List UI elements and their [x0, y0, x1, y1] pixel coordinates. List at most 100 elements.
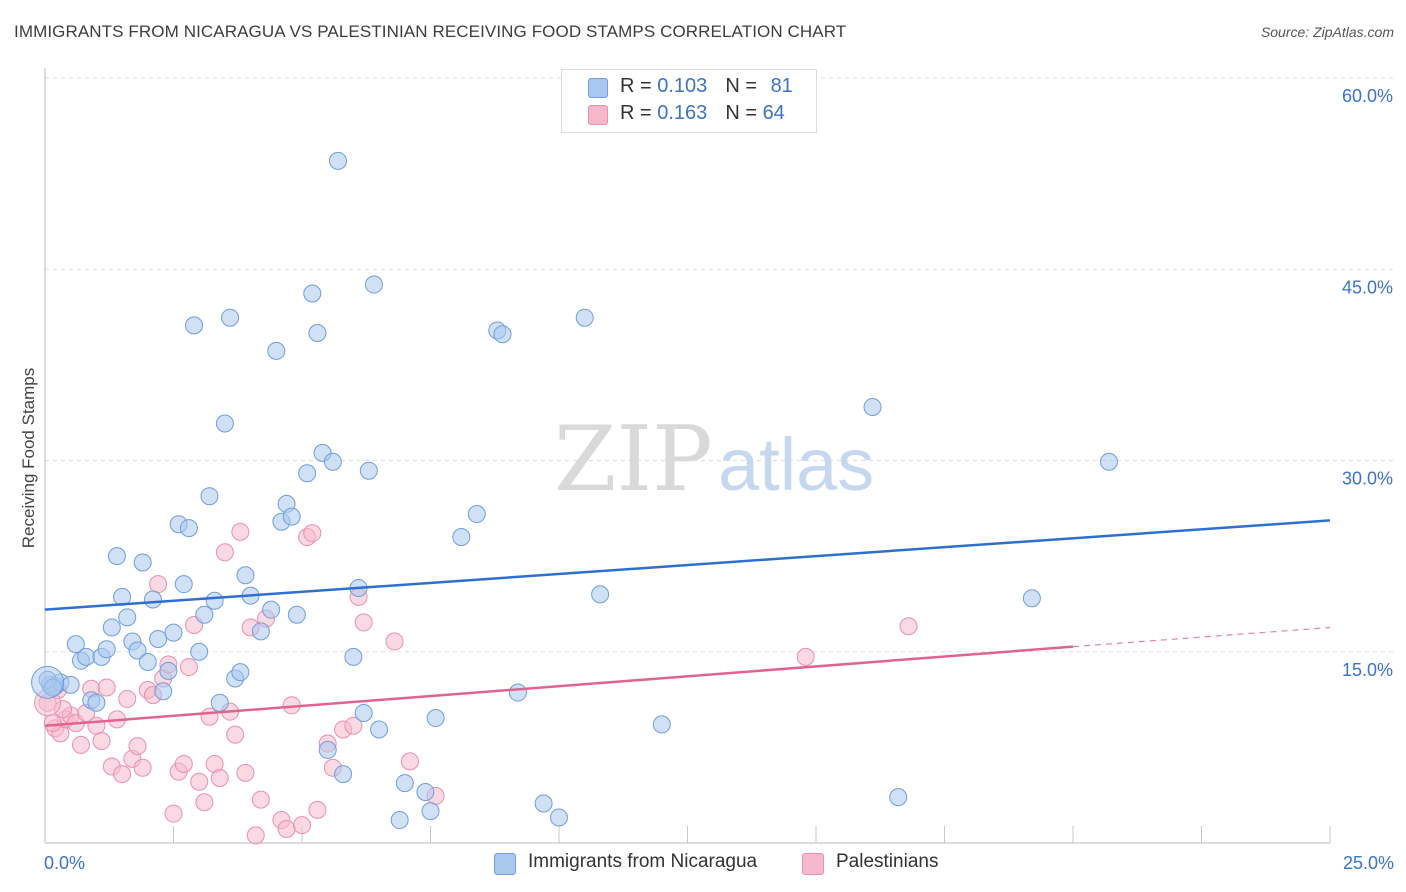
data-point-palestinians	[308, 800, 327, 819]
data-point-palestinians	[174, 754, 193, 773]
data-point-nicaragua	[143, 590, 162, 609]
legend-r-label: R =	[620, 102, 658, 124]
data-point-palestinians	[303, 524, 322, 543]
data-point-palestinians	[179, 658, 198, 677]
data-point-nicaragua	[231, 663, 250, 682]
data-point-nicaragua	[190, 642, 209, 661]
data-point-palestinians	[97, 678, 116, 697]
data-point-nicaragua	[467, 505, 486, 524]
data-point-palestinians	[190, 772, 209, 791]
data-point-nicaragua	[154, 682, 173, 701]
data-point-palestinians	[128, 737, 147, 756]
data-point-palestinians	[164, 804, 183, 823]
data-point-nicaragua	[426, 709, 445, 728]
data-point-nicaragua	[318, 740, 337, 759]
data-point-nicaragua	[215, 414, 234, 433]
data-point-palestinians	[113, 765, 132, 784]
data-point-palestinians	[354, 613, 373, 632]
data-point-nicaragua	[179, 519, 198, 538]
data-point-nicaragua	[390, 811, 409, 830]
data-point-nicaragua	[344, 647, 363, 666]
data-point-palestinians	[796, 647, 815, 666]
data-point-palestinians	[226, 725, 245, 744]
y-tick-label: 60.0%	[1342, 86, 1393, 106]
series-nicaragua-points	[31, 151, 1118, 830]
data-point-nicaragua	[138, 652, 157, 671]
data-point-nicaragua	[359, 461, 378, 480]
data-point-palestinians	[400, 752, 419, 771]
chart-title: IMMIGRANTS FROM NICARAGUA VS PALESTINIAN…	[14, 22, 847, 41]
data-point-nicaragua	[262, 600, 281, 619]
data-point-nicaragua	[534, 794, 553, 813]
y-axis-label: Receiving Food Stamps	[19, 368, 38, 548]
data-point-nicaragua	[159, 661, 178, 680]
legend-swatch-blue	[588, 78, 608, 98]
legend-r-value: 0.103	[657, 75, 708, 97]
data-point-nicaragua	[164, 623, 183, 642]
legend-swatch-pink	[802, 853, 824, 875]
trend-line-nicaragua	[44, 519, 1331, 611]
data-point-nicaragua	[308, 324, 327, 342]
data-point-palestinians	[43, 714, 62, 733]
data-point-nicaragua	[185, 316, 204, 335]
data-point-nicaragua	[421, 802, 440, 821]
data-point-palestinians	[293, 816, 311, 835]
series-legend: Immigrants from Nicaragua Palestinians	[0, 851, 1406, 877]
legend-r-value: 0.163	[657, 102, 708, 124]
x-tick-label: 25.0%	[1343, 853, 1394, 873]
trend-line-palestinians-extension	[1072, 626, 1331, 648]
data-point-nicaragua	[416, 783, 435, 801]
data-point-palestinians	[195, 793, 214, 812]
legend-n-value: 81	[770, 75, 793, 97]
data-point-nicaragua	[149, 630, 168, 648]
legend-label-palestinians: Palestinians	[836, 851, 939, 872]
data-point-palestinians	[133, 758, 152, 777]
data-point-nicaragua	[282, 507, 301, 526]
data-point-palestinians	[344, 716, 363, 735]
legend-n-value: 64	[762, 102, 785, 124]
data-point-nicaragua	[236, 566, 255, 585]
y-tick-label: 30.0%	[1342, 469, 1393, 489]
data-point-palestinians	[71, 735, 90, 754]
data-point-nicaragua	[334, 765, 353, 784]
data-point-nicaragua	[287, 605, 306, 624]
data-point-nicaragua	[107, 547, 126, 566]
y-tick-label: 45.0%	[1342, 277, 1393, 297]
data-point-nicaragua	[77, 647, 96, 666]
watermark-atlas: atlas	[718, 423, 874, 506]
data-point-nicaragua	[102, 618, 121, 637]
data-point-nicaragua	[508, 683, 527, 702]
y-tick-label: 15.0%	[1342, 660, 1393, 680]
data-point-nicaragua	[493, 325, 512, 344]
data-point-nicaragua	[118, 608, 137, 627]
data-point-palestinians	[210, 768, 229, 787]
data-point-nicaragua	[364, 275, 383, 294]
data-point-nicaragua	[200, 487, 219, 506]
data-point-palestinians	[246, 826, 265, 845]
data-point-nicaragua	[323, 452, 342, 471]
data-point-nicaragua	[395, 774, 414, 793]
data-point-nicaragua	[298, 464, 317, 483]
data-point-palestinians	[231, 522, 250, 541]
legend-r-label: R =	[620, 75, 658, 97]
data-point-palestinians	[215, 543, 234, 562]
watermark: ZIP atlas	[554, 407, 874, 512]
data-point-nicaragua	[863, 397, 882, 416]
data-point-palestinians	[149, 575, 168, 594]
data-point-nicaragua-cluster	[31, 665, 65, 699]
data-point-nicaragua	[267, 341, 286, 360]
data-point-palestinians	[385, 632, 404, 651]
legend-n-label: N =	[725, 102, 763, 124]
data-point-nicaragua	[128, 641, 147, 660]
data-point-nicaragua	[221, 308, 240, 327]
data-point-nicaragua	[303, 284, 322, 303]
correlation-legend: R = 0.103 N = 81 R = 0.163 N = 64	[561, 69, 817, 133]
data-point-nicaragua	[61, 675, 80, 694]
trend-lines	[44, 519, 1331, 727]
chart-source: Source: ZipAtlas.com	[1260, 24, 1394, 40]
data-point-nicaragua	[370, 720, 389, 739]
y-tick-labels: 15.0% 30.0% 45.0% 60.0%	[1342, 86, 1393, 680]
data-point-palestinians	[899, 617, 918, 636]
trend-line-palestinians	[44, 645, 1074, 727]
data-point-palestinians	[236, 763, 255, 782]
